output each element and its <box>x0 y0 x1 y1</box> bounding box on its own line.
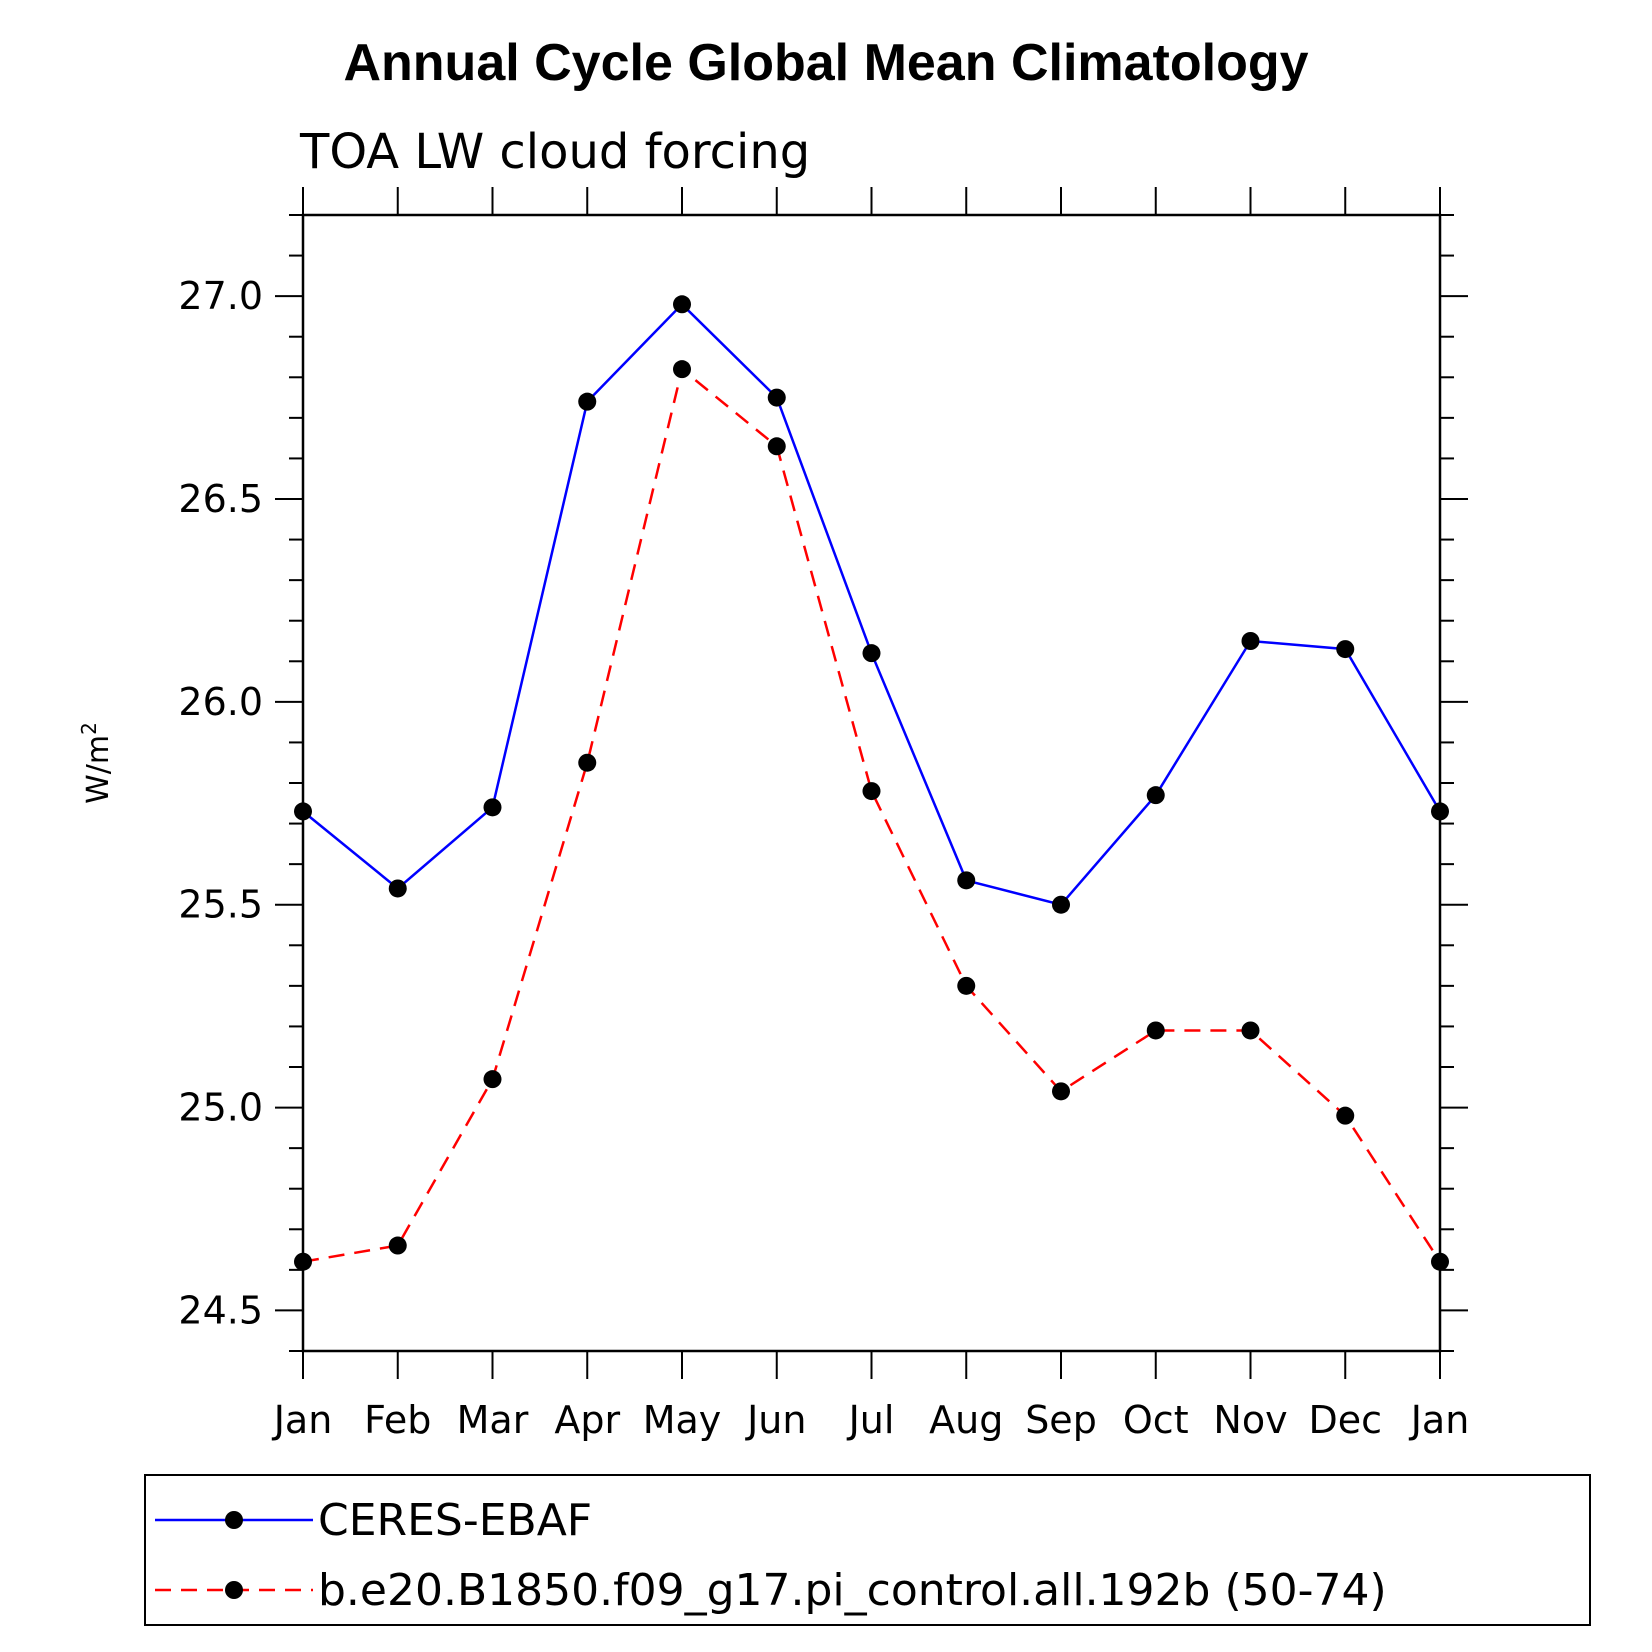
y-tick-label: 24.5 <box>178 1288 263 1332</box>
chart-title: Annual Cycle Global Mean Climatology <box>343 34 1308 92</box>
x-tick-label: Mar <box>457 1398 529 1442</box>
y-tick-label: 25.0 <box>178 1086 263 1130</box>
legend-label-model: b.e20.B1850.f09_g17.pi_control.all.192b … <box>318 1565 1387 1616</box>
x-tick-label: Sep <box>1025 1398 1097 1442</box>
data-point-series-1 <box>767 437 786 456</box>
data-point-series-1 <box>862 782 881 801</box>
plot-area: 24.5 25.0 25.5 26.0 26.5 27.0 Jan Feb Mar Apr May J… <box>178 187 1469 1442</box>
data-point-series-0 <box>1336 640 1355 659</box>
data-point-series-0 <box>294 802 312 821</box>
series-line-0 <box>302 302 1442 907</box>
legend: CERES-EBAF b.e20.B1850.f09_g17.pi_contro… <box>144 1474 1591 1626</box>
data-point-series-1 <box>1146 1021 1165 1040</box>
x-tick-label: Jan <box>1409 1398 1470 1442</box>
x-tick-label: Nov <box>1213 1398 1287 1442</box>
data-point-series-0 <box>767 388 786 407</box>
y-axis-label-text: W/m <box>81 735 116 804</box>
chart-subtitle: TOA LW cloud forcing <box>299 124 810 180</box>
y-tick-label: 27.0 <box>178 274 263 318</box>
x-tick-label: May <box>643 1398 722 1442</box>
data-point-series-1 <box>578 753 597 772</box>
data-point-series-0 <box>1241 632 1260 650</box>
x-tick-label: Feb <box>364 1398 431 1442</box>
data-point-series-1 <box>673 360 691 379</box>
series-line-1 <box>302 366 1442 1263</box>
data-point-series-1 <box>388 1236 407 1255</box>
data-point-series-0 <box>957 871 976 890</box>
data-point-series-0 <box>1146 786 1165 805</box>
data-point-series-1 <box>957 976 976 995</box>
x-tick-label: Dec <box>1308 1398 1382 1442</box>
x-tick-label: Jan <box>272 1398 333 1442</box>
x-tick-label: Jun <box>745 1398 806 1442</box>
data-point-series-1 <box>1052 1082 1070 1101</box>
legend-marker-model <box>225 1581 243 1599</box>
y-axis-label-superscript: 2 <box>77 722 101 735</box>
legend-label-ceres: CERES-EBAF <box>318 1495 592 1546</box>
x-tick-label: Oct <box>1123 1398 1189 1442</box>
data-point-series-0 <box>483 798 502 817</box>
data-point-series-1 <box>1431 1252 1449 1271</box>
data-point-series-0 <box>1431 802 1449 821</box>
y-tick-label: 26.0 <box>178 680 263 724</box>
data-point-series-1 <box>294 1252 312 1271</box>
x-tick-label: Aug <box>929 1398 1003 1442</box>
data-point-series-0 <box>862 644 881 663</box>
data-point-series-0 <box>1052 895 1070 914</box>
data-point-series-1 <box>1241 1021 1260 1040</box>
data-point-series-1 <box>1336 1106 1355 1125</box>
x-tick-label: Jul <box>847 1398 895 1442</box>
data-point-series-0 <box>388 879 407 898</box>
data-point-series-0 <box>578 392 597 411</box>
x-tick-label: Apr <box>554 1398 620 1442</box>
data-point-series-1 <box>483 1070 502 1089</box>
data-point-series-0 <box>673 295 691 314</box>
y-tick-label: 25.5 <box>178 883 263 927</box>
y-axis-label: W/m2 <box>77 722 116 804</box>
y-tick-label: 26.5 <box>178 477 263 521</box>
legend-marker-ceres <box>225 1511 243 1529</box>
legend-box <box>144 1474 1591 1626</box>
